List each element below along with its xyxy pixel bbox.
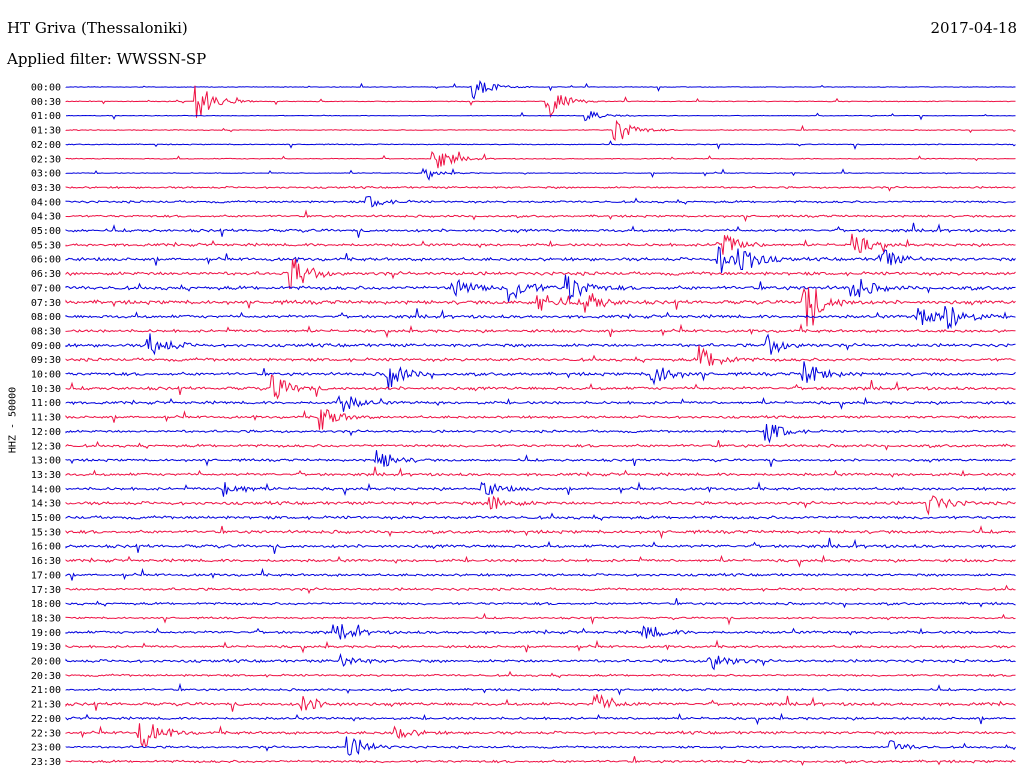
trace-row-1130 [66,410,1016,430]
time-label-0000: 00:00 [31,83,61,94]
trace-row-0730 [66,287,1016,326]
time-label-1900: 19:00 [31,628,61,639]
trace-row-1830 [66,614,1016,624]
trace-row-1100 [66,397,1016,412]
trace-row-1230 [66,440,1016,449]
time-label-2230: 22:30 [31,728,61,739]
time-label-1330: 13:30 [31,470,61,481]
trace-row-1730 [66,586,1016,593]
trace-row-2000 [66,655,1016,670]
trace-row-1530 [66,526,1016,537]
time-label-2130: 21:30 [31,700,61,711]
trace-row-1030 [66,375,1016,398]
time-label-0900: 09:00 [31,341,61,352]
time-label-0100: 01:00 [31,111,61,122]
time-label-2330: 23:30 [31,757,61,768]
trace-row-1800 [66,598,1016,607]
trace-row-1000 [66,361,1016,389]
trace-row-1330 [66,467,1016,477]
time-label-1830: 18:30 [31,613,61,624]
time-label-0630: 06:30 [31,269,61,280]
trace-row-0430 [66,211,1016,220]
time-label-0300: 03:00 [31,169,61,180]
time-label-1130: 11:30 [31,413,61,424]
time-label-1300: 13:00 [31,456,61,467]
time-label-1500: 15:00 [31,513,61,524]
time-label-0430: 04:30 [31,212,61,223]
trace-row-0100 [66,111,1016,120]
trace-row-0200 [66,141,1016,148]
time-label-0500: 05:00 [31,226,61,237]
time-label-2100: 21:00 [31,685,61,696]
trace-row-1500 [66,514,1016,520]
time-label-0130: 01:30 [31,126,61,137]
trace-row-0300 [66,169,1016,180]
time-label-0930: 09:30 [31,355,61,366]
trace-row-2130 [66,694,1016,712]
time-label-1930: 19:30 [31,642,61,653]
trace-row-0330 [66,186,1016,190]
trace-row-2300 [66,737,1016,756]
time-label-2200: 22:00 [31,714,61,725]
trace-row-0900 [66,333,1016,354]
time-label-0030: 00:30 [31,97,61,108]
trace-row-2230 [66,723,1016,746]
time-label-0830: 08:30 [31,326,61,337]
time-label-1600: 16:00 [31,542,61,553]
trace-row-2030 [66,672,1016,678]
trace-row-1400 [66,482,1016,497]
time-label-0700: 07:00 [31,283,61,294]
time-label-2030: 20:30 [31,671,61,682]
time-label-1700: 17:00 [31,570,61,581]
trace-row-0930 [66,345,1016,366]
trace-row-1200 [66,424,1016,442]
time-label-1200: 12:00 [31,427,61,438]
time-label-2300: 23:00 [31,743,61,754]
trace-row-0530 [66,234,1016,255]
trace-row-0130 [66,121,1016,140]
time-label-0530: 05:30 [31,240,61,251]
time-label-1730: 17:30 [31,585,61,596]
trace-row-0500 [66,223,1016,238]
time-label-0730: 07:30 [31,298,61,309]
trace-row-1900 [66,624,1016,639]
trace-row-0230 [66,152,1016,169]
time-label-0330: 03:30 [31,183,61,194]
time-label-1530: 15:30 [31,527,61,538]
time-label-1100: 11:00 [31,398,61,409]
trace-row-0700 [66,275,1016,303]
trace-row-2100 [66,685,1016,694]
trace-row-0830 [66,325,1016,337]
time-label-1800: 18:00 [31,599,61,610]
trace-row-0800 [66,306,1016,329]
time-label-1000: 10:00 [31,370,61,381]
trace-row-1930 [66,641,1016,652]
trace-row-1430 [66,496,1016,514]
trace-row-1600 [66,538,1016,554]
time-label-0400: 04:00 [31,197,61,208]
time-label-2000: 20:00 [31,657,61,668]
time-label-1230: 12:30 [31,441,61,452]
trace-row-1300 [66,450,1016,467]
trace-row-2330 [66,756,1016,765]
time-label-0600: 06:00 [31,255,61,266]
trace-row-2200 [66,714,1016,724]
time-label-1400: 14:00 [31,484,61,495]
trace-row-0000 [66,82,1016,99]
time-label-1430: 14:30 [31,499,61,510]
trace-row-0030 [66,86,1016,118]
time-label-0800: 08:00 [31,312,61,323]
trace-row-1630 [66,556,1016,566]
time-label-1030: 10:30 [31,384,61,395]
time-label-1630: 16:30 [31,556,61,567]
trace-row-0400 [66,197,1016,207]
trace-row-0600 [66,247,1016,273]
time-label-0200: 02:00 [31,140,61,151]
trace-row-1700 [66,570,1016,581]
time-label-0230: 02:30 [31,154,61,165]
